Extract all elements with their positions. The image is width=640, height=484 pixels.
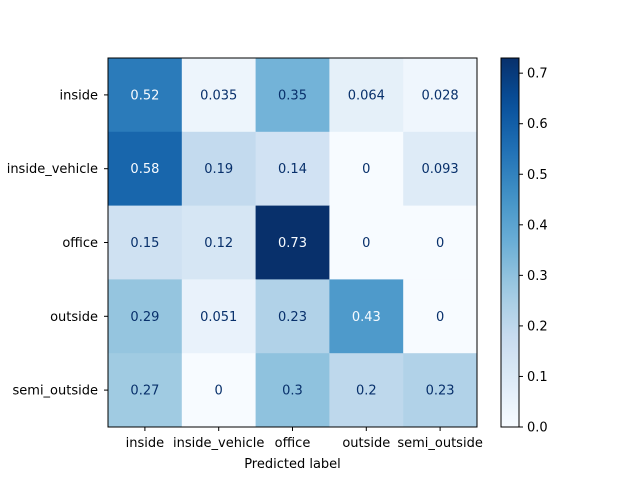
heatmap-cell-1-1 bbox=[181, 131, 257, 207]
heatmap-cell-label-0-3: 0.064 bbox=[348, 88, 385, 103]
heatmap-cell-label-2-2: 0.73 bbox=[278, 236, 307, 251]
x-tick-label-4: semi_outside bbox=[397, 436, 482, 451]
heatmap-cell-label-4-1: 0 bbox=[215, 384, 223, 399]
heatmap-cell-0-4 bbox=[403, 58, 478, 133]
y-tick-label-3: outside bbox=[50, 310, 98, 325]
y-tick-label-2: office bbox=[62, 236, 98, 251]
heatmap-cell-3-1 bbox=[181, 279, 257, 354]
heatmap-cell-3-2 bbox=[255, 279, 330, 354]
heatmap-cell-3-4 bbox=[403, 279, 478, 354]
colorbar: 0.0 0.1 0.2 0.3 0.4 0.5 0.6 0.7 bbox=[500, 57, 548, 436]
heatmap-cell-0-3 bbox=[329, 58, 404, 133]
heatmap-cell-label-3-2: 0.23 bbox=[278, 310, 307, 325]
heatmap-cell-label-4-2: 0.3 bbox=[282, 384, 303, 399]
colorbar-tick-label-6: 0.6 bbox=[527, 117, 548, 132]
x-axis-label: Predicted label bbox=[244, 457, 341, 472]
heatmap-cell-4-2 bbox=[255, 353, 330, 428]
heatmap-cell-3-0 bbox=[108, 279, 183, 354]
heatmap-cell-label-0-1: 0.035 bbox=[200, 88, 237, 103]
x-tick-label-1: inside_vehicle bbox=[173, 436, 264, 451]
heatmap-cell-label-3-3: 0.43 bbox=[352, 310, 381, 325]
heatmap-cell-label-0-4: 0.028 bbox=[421, 88, 458, 103]
heatmap-cell-label-1-1: 0.19 bbox=[204, 162, 233, 177]
heatmap-cell-label-1-4: 0.093 bbox=[421, 162, 458, 177]
heatmap-cell-4-3 bbox=[329, 353, 404, 428]
heatmap-cell-4-1 bbox=[181, 353, 257, 428]
heatmap-cell-1-0 bbox=[108, 131, 183, 207]
heatmap-cell-1-2 bbox=[255, 131, 330, 207]
heatmap-cell-4-4 bbox=[403, 353, 478, 428]
heatmap-cell-label-2-1: 0.12 bbox=[204, 236, 233, 251]
heatmap-cell-label-0-2: 0.35 bbox=[278, 88, 307, 103]
y-tick-label-0: inside bbox=[60, 88, 99, 103]
heatmap-cells bbox=[108, 58, 478, 428]
heatmap-cell-label-0-0: 0.52 bbox=[130, 88, 159, 103]
heatmap-cell-label-2-0: 0.15 bbox=[130, 236, 159, 251]
heatmap-cell-2-2 bbox=[255, 205, 330, 280]
heatmap-cell-0-0 bbox=[108, 58, 183, 133]
heatmap-cell-label-4-0: 0.27 bbox=[130, 384, 159, 399]
heatmap-cell-1-4 bbox=[403, 131, 478, 207]
heatmap-cell-3-3 bbox=[329, 279, 404, 354]
heatmap-cell-1-3 bbox=[329, 131, 404, 207]
heatmap-cell-4-0 bbox=[108, 353, 183, 428]
heatmap-cell-2-1 bbox=[181, 205, 257, 280]
heatmap-cell-label-2-4: 0 bbox=[436, 236, 444, 251]
colorbar-tick-label-3: 0.3 bbox=[527, 269, 548, 284]
x-tick-label-2: office bbox=[275, 436, 311, 451]
heatmap-cell-0-1 bbox=[181, 58, 257, 133]
x-tick-label-0: inside bbox=[126, 436, 165, 451]
colorbar-tick-label-2: 0.2 bbox=[527, 319, 548, 334]
heatmap-cell-2-4 bbox=[403, 205, 478, 280]
heatmap-cell-label-3-0: 0.29 bbox=[130, 310, 159, 325]
colorbar-tick-label-1: 0.1 bbox=[527, 370, 548, 385]
x-axis: inside inside_vehicle office outside semi_ou… bbox=[126, 427, 483, 451]
heatmap-cell-label-4-4: 0.23 bbox=[426, 384, 455, 399]
colorbar-tick-label-0: 0.0 bbox=[527, 421, 548, 436]
x-tick-label-3: outside bbox=[342, 436, 390, 451]
heatmap-cell-label-4-3: 0.2 bbox=[356, 384, 377, 399]
heatmap-value-labels: 0.52 0.035 0.35 0.064 0.028 0.58 0.19 0.14 0 0.09… bbox=[130, 88, 458, 398]
heatmap-cell-0-2 bbox=[255, 58, 330, 133]
heatmap-cell-label-1-3: 0 bbox=[362, 162, 370, 177]
heatmap-cell-label-1-2: 0.14 bbox=[278, 162, 307, 177]
heatmap-cell-2-3 bbox=[329, 205, 404, 280]
colorbar-tick-label-7: 0.7 bbox=[527, 67, 548, 82]
y-tick-label-4: semi_outside bbox=[13, 384, 98, 399]
heatmap-cell-label-1-0: 0.58 bbox=[130, 162, 159, 177]
heatmap-cell-label-3-4: 0 bbox=[436, 310, 444, 325]
colorbar-gradient bbox=[500, 57, 520, 428]
colorbar-tick-label-5: 0.5 bbox=[527, 168, 548, 183]
colorbar-tick-label-4: 0.4 bbox=[527, 218, 548, 233]
heatmap-cell-2-0 bbox=[108, 205, 183, 280]
heatmap-cell-label-2-3: 0 bbox=[362, 236, 370, 251]
y-tick-label-1: inside_vehicle bbox=[7, 162, 98, 177]
heatmap-cell-label-3-1: 0.051 bbox=[200, 310, 237, 325]
